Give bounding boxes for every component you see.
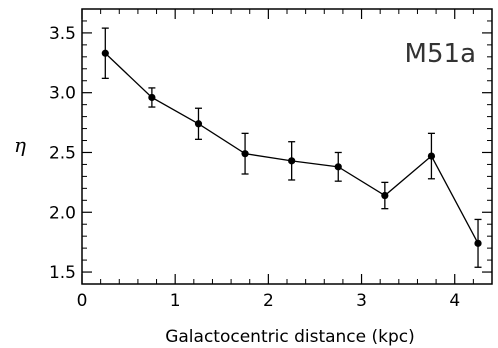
data-point — [148, 93, 156, 102]
data-point — [427, 152, 436, 160]
y-axis-title: η — [14, 133, 26, 157]
data-point — [101, 49, 109, 57]
y-tick-label: 3.5 — [49, 24, 76, 44]
y-tick-label: 2.0 — [49, 203, 76, 223]
x-tick-label: 2 — [263, 291, 274, 311]
data-point — [474, 239, 482, 247]
y-tick-label: 1.5 — [49, 263, 76, 283]
x-tick-label: 1 — [170, 291, 181, 311]
x-tick-label: 4 — [449, 291, 460, 311]
x-tick-label: 3 — [356, 291, 367, 311]
y-tick-label: 3.0 — [49, 84, 76, 104]
x-axis-title: Galactocentric distance (kpc) — [165, 327, 415, 347]
series-layer — [101, 27, 482, 268]
data-point — [288, 157, 296, 165]
x-tick-label: 0 — [77, 291, 88, 311]
x-axis: 0 1 2 3 4 — [77, 9, 474, 311]
data-point — [241, 150, 249, 158]
y-tick-label: 2.5 — [49, 143, 76, 163]
y-axis: 1.5 2.0 2.5 3.0 3.5 — [49, 8, 492, 283]
chart-annotation: M51a — [405, 39, 476, 69]
data-point — [381, 191, 389, 200]
data-point — [334, 163, 342, 171]
data-point — [194, 120, 203, 128]
